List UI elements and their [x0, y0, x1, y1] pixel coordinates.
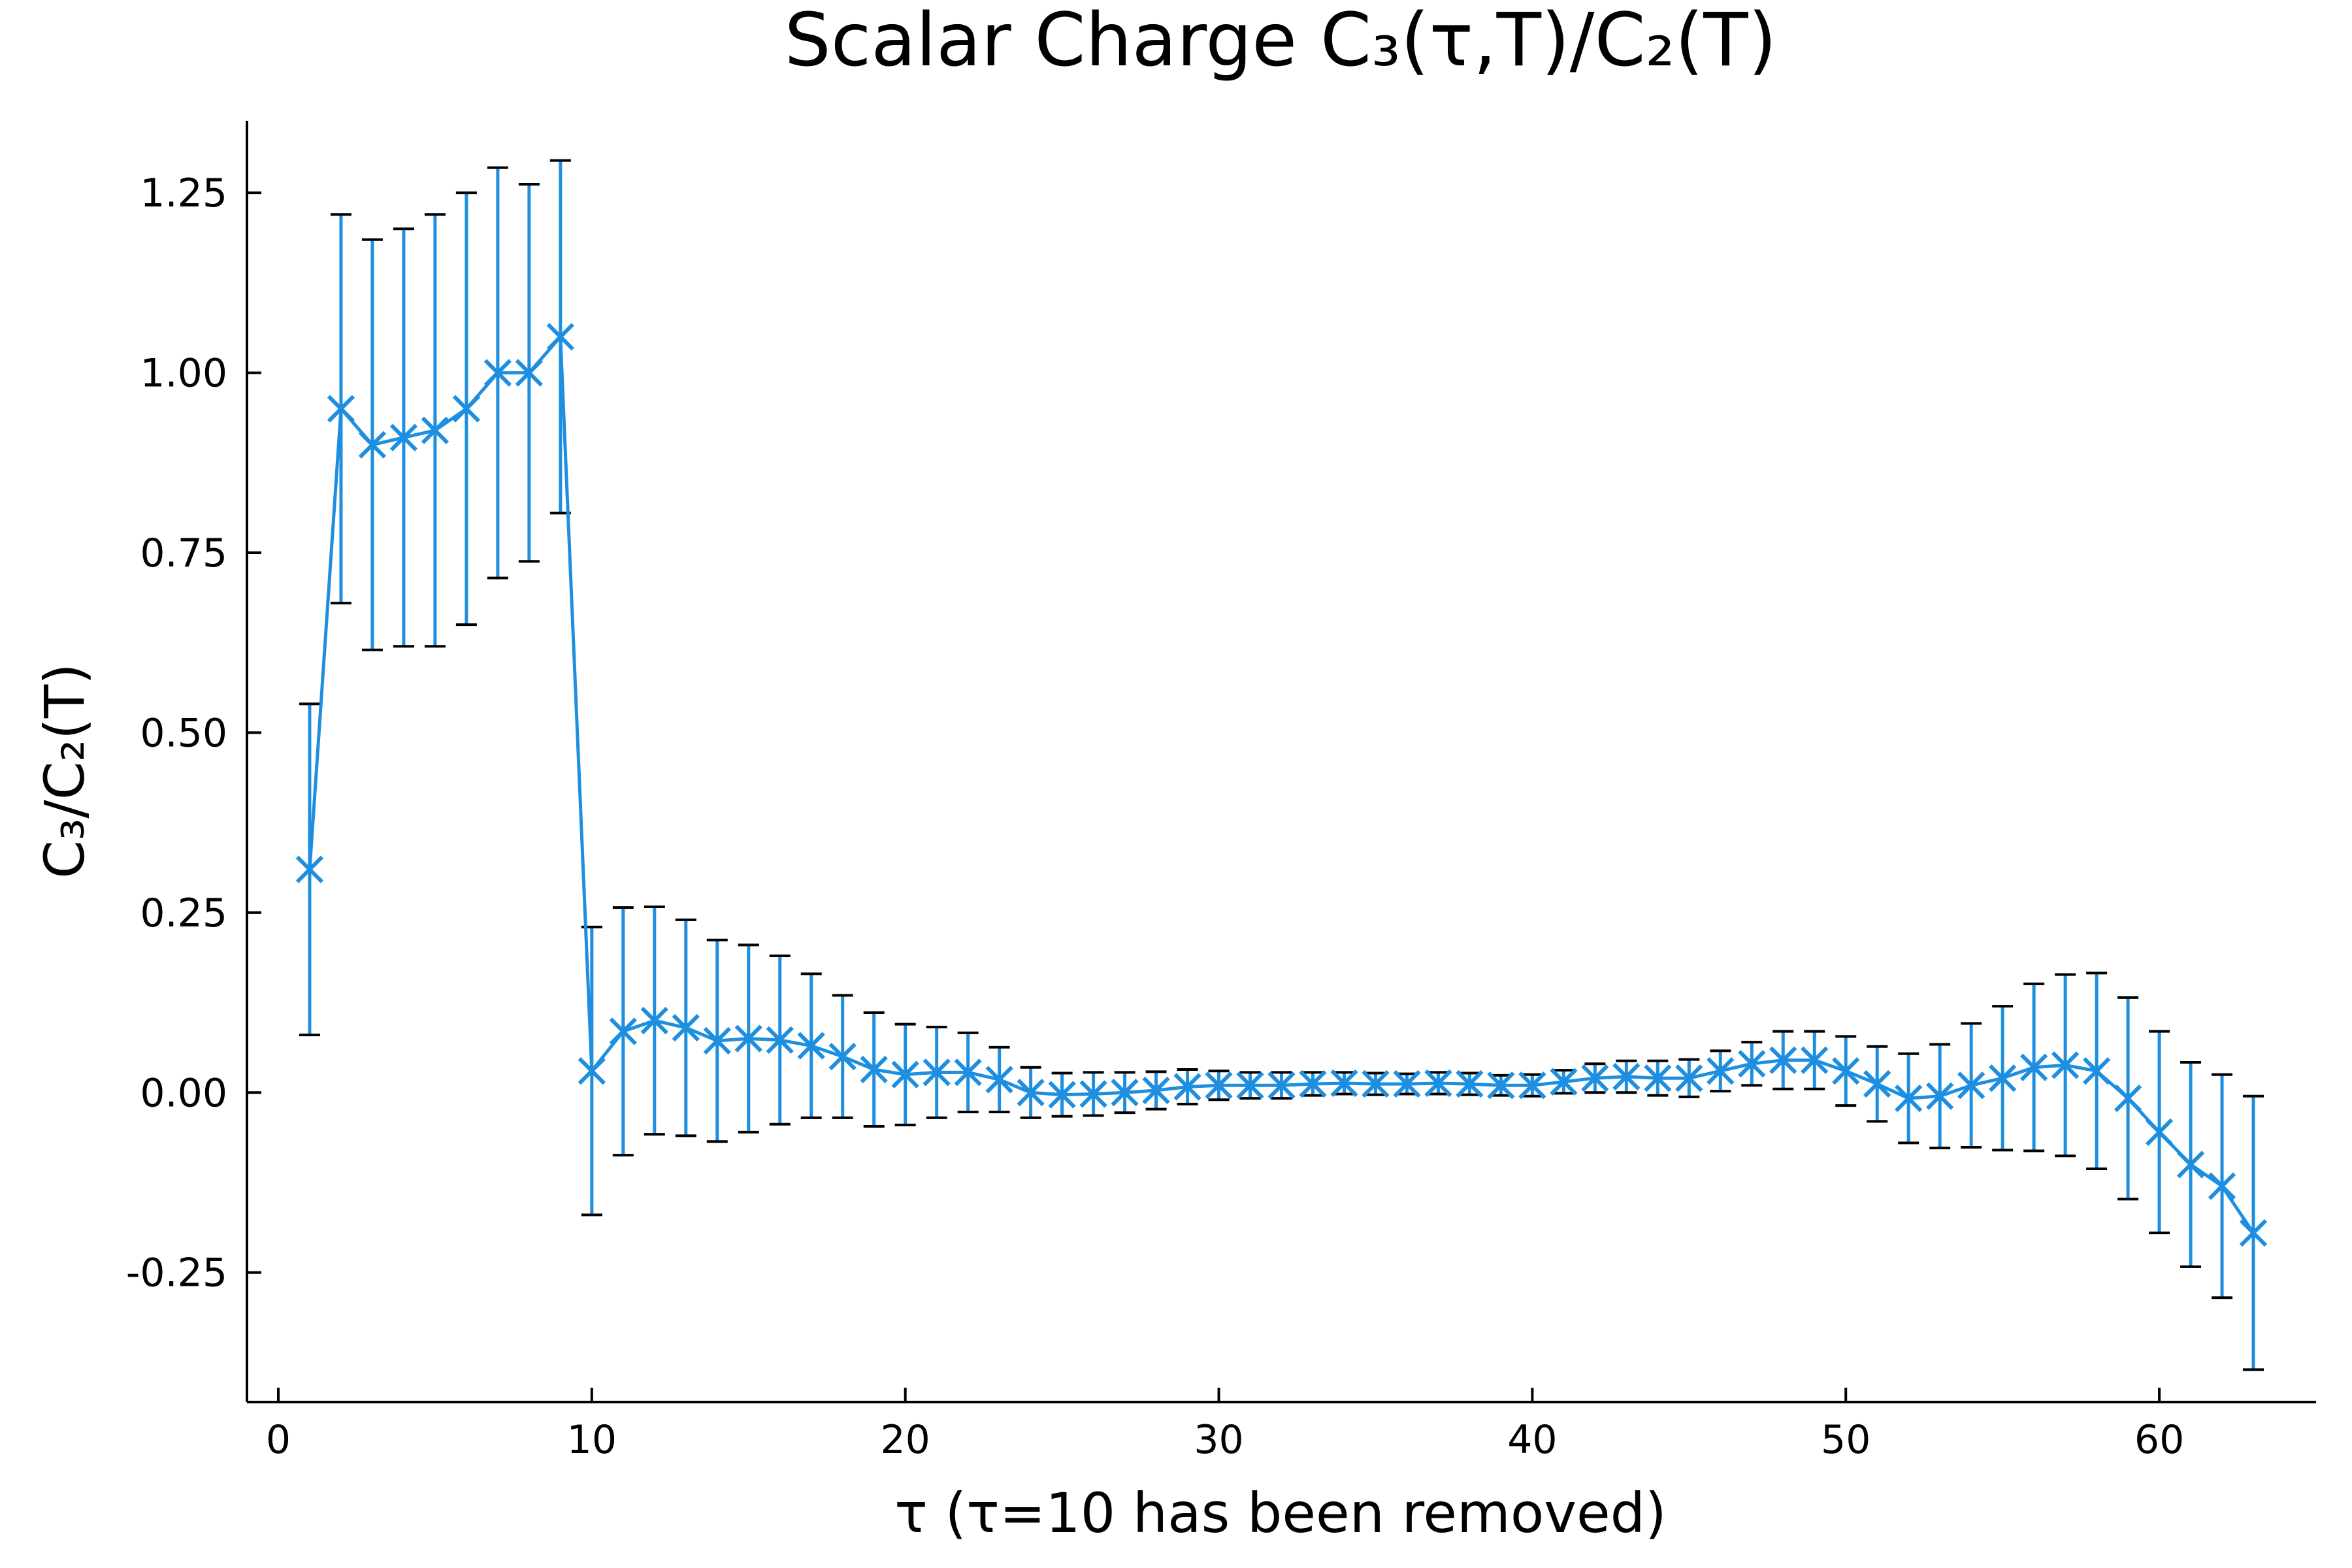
- y-tick-label: 0.25: [140, 890, 227, 936]
- data-point-marker: [452, 395, 481, 423]
- data-point-marker: [1393, 1070, 1421, 1098]
- data-point-marker: [1581, 1064, 1609, 1092]
- y-ticks: -0.25 0.00 0.25 0.50 0.75 1.00 1.25: [126, 171, 261, 1296]
- data-point-marker: [703, 1026, 731, 1055]
- data-point-marker: [1205, 1071, 1233, 1100]
- data-point-marker: [515, 359, 543, 387]
- x-tick-label: 60: [2134, 1417, 2184, 1463]
- data-point-marker: [985, 1066, 1013, 1094]
- x-axis-label: τ (τ=10 has been removed): [894, 1481, 1666, 1545]
- data-point-marker: [1644, 1064, 1672, 1092]
- y-tick-label: -0.25: [126, 1250, 227, 1296]
- data-point-marker: [1707, 1057, 1735, 1085]
- chart-title: Scalar Charge C₃(τ,T)/C₂(T): [785, 0, 1777, 83]
- data-point-marker: [1487, 1071, 1515, 1100]
- y-tick-label: 1.25: [140, 171, 227, 216]
- data-point-marker: [891, 1060, 919, 1088]
- data-point-marker: [1926, 1082, 1954, 1110]
- data-point-marker: [1236, 1071, 1264, 1100]
- data-point-marker: [672, 1013, 700, 1042]
- data-point-marker: [578, 1057, 606, 1085]
- data-point-marker: [1267, 1071, 1296, 1100]
- data-point-marker: [2082, 1057, 2111, 1085]
- data-point-marker: [1362, 1070, 1390, 1098]
- data-point-marker: [1550, 1068, 1578, 1096]
- data-point-marker: [1863, 1070, 1891, 1098]
- data-point-marker: [609, 1017, 637, 1045]
- data-point-marker: [1989, 1064, 2017, 1092]
- data-point-marker: [954, 1058, 982, 1086]
- data-point-marker: [1079, 1080, 1107, 1108]
- series-group: [295, 159, 2268, 1371]
- data-point-marker: [1330, 1069, 1358, 1098]
- data-point-marker: [2208, 1172, 2236, 1200]
- data-point-marker: [2051, 1051, 2080, 1079]
- data-point-marker: [1738, 1050, 1766, 1078]
- data-point-marker: [1612, 1062, 1641, 1091]
- x-tick-label: 10: [567, 1417, 617, 1463]
- x-ticks: 0 10 20 30 40 50 60: [266, 1388, 2184, 1463]
- data-point-marker: [923, 1058, 951, 1086]
- data-point-marker: [640, 1006, 668, 1035]
- y-tick-label: 1.00: [140, 351, 227, 397]
- y-tick-label: 0.75: [140, 531, 227, 576]
- data-point-marker: [1957, 1071, 1985, 1100]
- y-axis-label: C₃/C₂(T): [33, 663, 97, 879]
- axes: [246, 121, 2316, 1403]
- data-point-marker: [1142, 1076, 1170, 1105]
- data-point-marker: [1048, 1081, 1076, 1109]
- data-point-marker: [546, 323, 574, 351]
- data-point-marker: [327, 395, 355, 423]
- data-point-marker: [1769, 1046, 1797, 1074]
- data-point-marker: [860, 1055, 888, 1084]
- data-point-marker: [1299, 1070, 1327, 1098]
- data-point-marker: [1832, 1057, 1860, 1085]
- data-point-marker: [1518, 1071, 1546, 1100]
- data-point-marker: [828, 1043, 857, 1071]
- x-tick-label: 0: [266, 1417, 291, 1463]
- data-point-marker: [2145, 1118, 2174, 1146]
- data-point-marker: [2176, 1151, 2205, 1179]
- y-tick-label: 0.50: [140, 710, 227, 756]
- x-tick-label: 30: [1194, 1417, 1243, 1463]
- x-tick-label: 50: [1821, 1417, 1870, 1463]
- data-point-marker: [2114, 1084, 2142, 1113]
- data-point-marker: [797, 1032, 825, 1060]
- data-point-marker: [295, 855, 324, 883]
- data-point-marker: [389, 423, 418, 451]
- data-point-marker: [421, 416, 449, 444]
- data-point-marker: [2239, 1218, 2268, 1247]
- data-point-marker: [358, 431, 387, 459]
- data-point-marker: [766, 1026, 794, 1054]
- data-point-marker: [1895, 1084, 1923, 1113]
- series-layer: [295, 159, 2268, 1371]
- data-point-marker: [1801, 1046, 1829, 1074]
- data-point-marker: [734, 1024, 762, 1053]
- data-point-marker: [1424, 1069, 1452, 1098]
- data-point-marker: [1017, 1079, 1045, 1107]
- data-point-marker: [1173, 1073, 1201, 1101]
- data-point-marker: [1111, 1079, 1139, 1107]
- x-tick-label: 40: [1507, 1417, 1557, 1463]
- y-tick-label: 0.00: [140, 1070, 227, 1116]
- data-point-marker: [483, 359, 512, 387]
- data-point-marker: [2020, 1053, 2048, 1081]
- x-tick-label: 20: [881, 1417, 930, 1463]
- data-point-marker: [1456, 1070, 1484, 1098]
- data-point-marker: [1675, 1064, 1703, 1092]
